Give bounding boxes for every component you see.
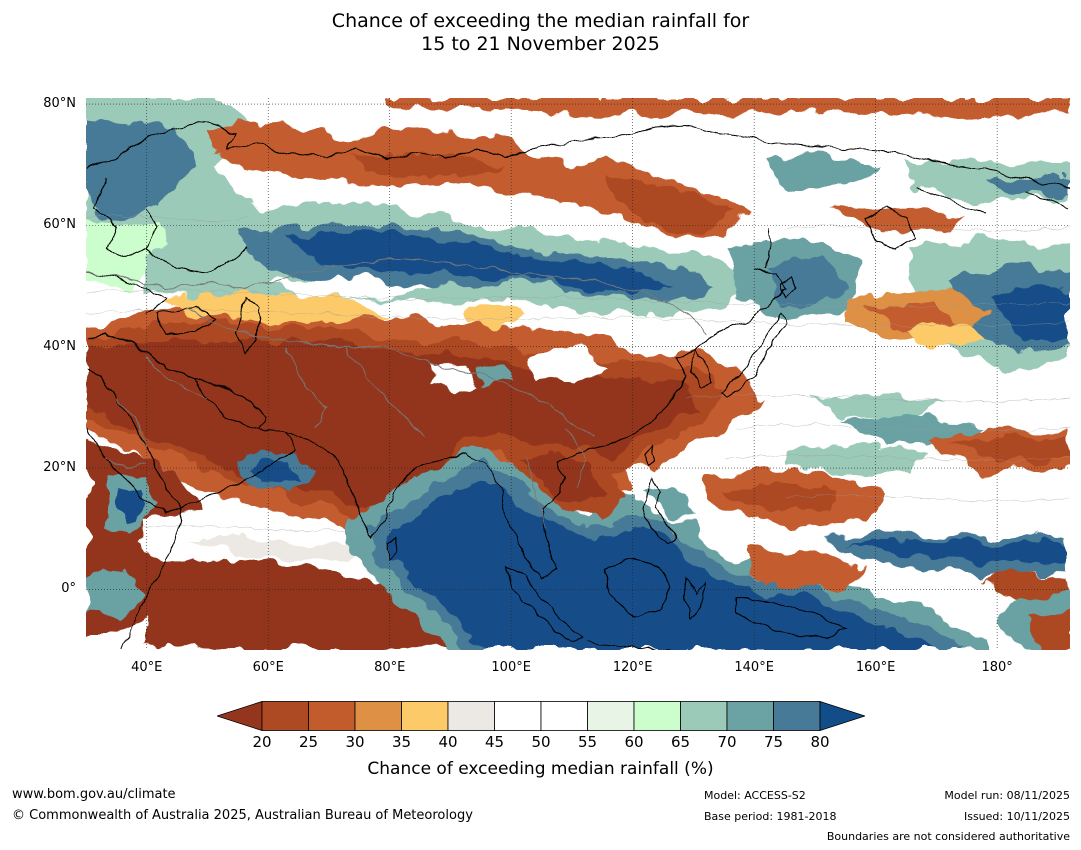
footer-issued: Issued: 10/11/2025 — [964, 810, 1070, 823]
map-title-line1: Chance of exceeding the median rainfall … — [0, 10, 1081, 33]
colorbar-tick-label: 45 — [485, 733, 504, 751]
colorbar-segment — [448, 702, 495, 731]
colorbar-tick-label: 20 — [252, 733, 271, 751]
colorbar-segment — [774, 702, 821, 731]
longitude-label: 80°E — [374, 660, 405, 675]
longitude-label: 60°E — [253, 660, 284, 675]
longitude-label: 160°E — [856, 660, 896, 675]
colorbar-under-arrow — [217, 702, 262, 731]
colorbar-tick-label: 65 — [671, 733, 690, 751]
colorbar-tick-label: 70 — [717, 733, 736, 751]
colorbar-tick-label: 50 — [531, 733, 550, 751]
footer-url: www.bom.gov.au/climate — [12, 787, 176, 802]
colorbar-tick-label: 30 — [345, 733, 364, 751]
colorbar-segment — [495, 702, 542, 731]
colorbar-tick-label: 75 — [764, 733, 783, 751]
latitude-label: 60°N — [43, 217, 76, 232]
footer-model: Model: ACCESS-S2 — [704, 789, 806, 802]
latitude-label: 80°N — [43, 96, 76, 111]
colorbar-tick-label: 40 — [438, 733, 457, 751]
colorbar-tick-label: 60 — [624, 733, 643, 751]
rainfall-probability-map — [86, 98, 1070, 650]
colorbar-tick-label: 35 — [392, 733, 411, 751]
colorbar-tick-label: 55 — [578, 733, 597, 751]
colorbar-segment — [355, 702, 402, 731]
colorbar-tick-label: 25 — [299, 733, 318, 751]
footer-copyright: © Commonwealth of Australia 2025, Austra… — [12, 808, 473, 823]
colorbar-tick-label: 80 — [810, 733, 829, 751]
footer-base-period: Base period: 1981-2018 — [704, 810, 836, 823]
footer-model-run: Model run: 08/11/2025 — [944, 789, 1070, 802]
colorbar-segment — [727, 702, 774, 731]
colorbar-segment — [634, 702, 681, 731]
colorbar-label: Chance of exceeding median rainfall (%) — [0, 759, 1081, 779]
footer-boundaries-note: Boundaries are not considered authoritat… — [827, 830, 1070, 843]
probability-field — [86, 98, 1070, 650]
colorbar-segment — [681, 702, 728, 731]
colorbar-segment — [309, 702, 356, 731]
colorbar-segment — [588, 702, 635, 731]
longitude-label: 180° — [981, 660, 1012, 675]
longitude-label: 40°E — [131, 660, 162, 675]
longitude-label: 120°E — [613, 660, 653, 675]
colorbar-over-arrow — [820, 702, 865, 731]
colorbar-segment — [262, 702, 309, 731]
colorbar-segment — [541, 702, 588, 731]
latitude-label: 20°N — [43, 460, 76, 475]
latitude-label: 40°N — [43, 339, 76, 354]
longitude-label: 140°E — [734, 660, 774, 675]
colorbar — [217, 701, 865, 731]
longitude-label: 100°E — [491, 660, 531, 675]
map-title-line2: 15 to 21 November 2025 — [0, 33, 1081, 56]
colorbar-segment — [402, 702, 449, 731]
latitude-label: 0° — [61, 581, 76, 596]
